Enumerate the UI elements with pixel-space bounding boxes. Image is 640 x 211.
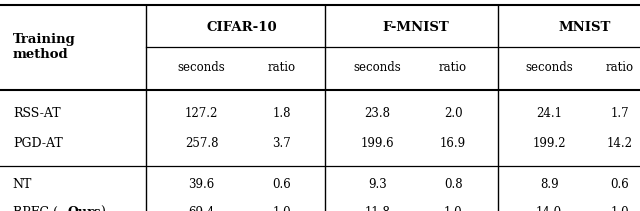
Text: 127.2: 127.2 [185, 107, 218, 120]
Text: Ours: Ours [67, 206, 101, 211]
Text: NT: NT [13, 178, 32, 191]
Text: 8.9: 8.9 [540, 178, 559, 191]
Text: 199.2: 199.2 [532, 137, 566, 150]
Text: ratio: ratio [439, 61, 467, 74]
Text: seconds: seconds [525, 61, 573, 74]
Text: 1.0: 1.0 [444, 206, 463, 211]
Text: PGD-AT: PGD-AT [13, 137, 63, 150]
Text: 39.6: 39.6 [188, 178, 215, 191]
Text: BPFC (: BPFC ( [13, 206, 58, 211]
Text: MNIST: MNIST [558, 21, 611, 34]
Text: 0.6: 0.6 [610, 178, 629, 191]
Text: 11.8: 11.8 [365, 206, 390, 211]
Text: 1.0: 1.0 [272, 206, 291, 211]
Text: F-MNIST: F-MNIST [382, 21, 449, 34]
Text: 2.0: 2.0 [444, 107, 463, 120]
Text: 199.6: 199.6 [361, 137, 394, 150]
Text: 69.4: 69.4 [188, 206, 215, 211]
Text: CIFAR-10: CIFAR-10 [206, 21, 277, 34]
Text: 23.8: 23.8 [365, 107, 390, 120]
Text: 0.8: 0.8 [444, 178, 463, 191]
Text: seconds: seconds [354, 61, 401, 74]
Text: 3.7: 3.7 [272, 137, 291, 150]
Text: 1.7: 1.7 [610, 107, 629, 120]
Text: 257.8: 257.8 [185, 137, 218, 150]
Text: ratio: ratio [605, 61, 634, 74]
Text: 14.0: 14.0 [536, 206, 562, 211]
Text: ratio: ratio [268, 61, 296, 74]
Text: 9.3: 9.3 [368, 178, 387, 191]
Text: RSS-AT: RSS-AT [13, 107, 60, 120]
Text: 14.2: 14.2 [607, 137, 632, 150]
Text: seconds: seconds [178, 61, 225, 74]
Text: ): ) [100, 206, 106, 211]
Text: 1.8: 1.8 [273, 107, 291, 120]
Text: Training
method: Training method [13, 34, 76, 61]
Text: 1.0: 1.0 [610, 206, 629, 211]
Text: 16.9: 16.9 [440, 137, 466, 150]
Text: 0.6: 0.6 [272, 178, 291, 191]
Text: 24.1: 24.1 [536, 107, 562, 120]
